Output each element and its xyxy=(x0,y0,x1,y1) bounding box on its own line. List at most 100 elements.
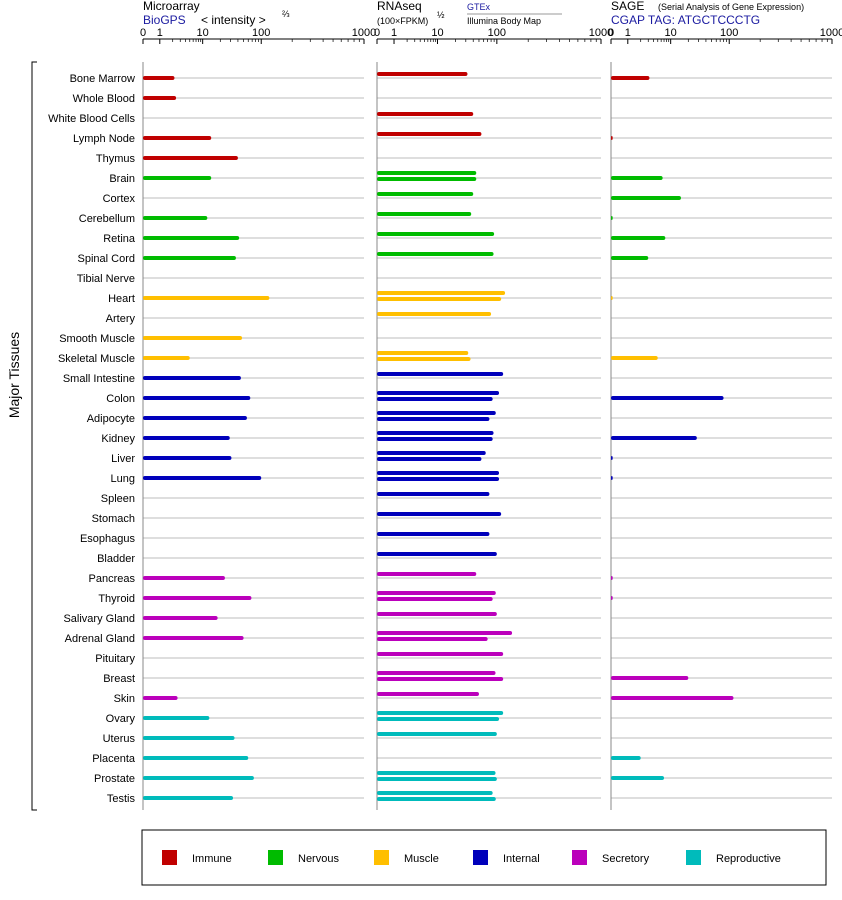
bar xyxy=(143,696,178,700)
tissue-label: Whole Blood xyxy=(73,93,135,105)
tissue-label: Thymus xyxy=(96,153,136,165)
bar xyxy=(377,512,502,516)
tissue-label: Bone Marrow xyxy=(70,73,135,85)
legend-swatch xyxy=(268,850,283,865)
bar xyxy=(611,236,666,240)
tissue-label: Placenta xyxy=(92,753,136,765)
legend-label: Internal xyxy=(503,853,540,865)
bar xyxy=(611,76,650,80)
x-tick-label: 100 xyxy=(488,27,506,39)
x-tick-label: 0 xyxy=(140,27,146,39)
tissue-label: Thyroid xyxy=(98,593,135,605)
tissue-label: Cerebellum xyxy=(79,213,135,225)
bar xyxy=(143,436,230,440)
bar xyxy=(143,776,254,780)
panel-header-sage: SAGE (Serial Analysis of Gene Expression… xyxy=(611,0,804,27)
bar xyxy=(377,391,500,395)
x-tick-label: 0 xyxy=(608,27,614,39)
tissue-label: Esophagus xyxy=(80,533,136,545)
microarray-subtitle: BioGPS xyxy=(143,13,186,27)
tissue-label: Pancreas xyxy=(89,573,136,585)
x-tick-label: 100 xyxy=(720,27,738,39)
bar xyxy=(611,756,641,760)
microarray-title: Microarray xyxy=(143,0,200,13)
tissue-label: Smooth Muscle xyxy=(59,333,135,345)
bar xyxy=(377,732,497,736)
tissue-label: Retina xyxy=(103,233,136,245)
bar xyxy=(377,297,502,301)
bar xyxy=(143,616,218,620)
bar xyxy=(143,596,252,600)
bar xyxy=(143,636,244,640)
tissue-label: Liver xyxy=(111,453,135,465)
bar xyxy=(377,417,490,421)
tissue-label: Prostate xyxy=(94,773,135,785)
bar xyxy=(143,376,241,380)
rnaseq-source-illumina: Illumina Body Map xyxy=(467,16,541,26)
tissue-label: Ovary xyxy=(106,713,136,725)
bar xyxy=(377,437,493,441)
x-tick-label: 0 xyxy=(374,27,380,39)
bar xyxy=(377,477,500,481)
bar xyxy=(611,476,613,480)
bar xyxy=(377,431,494,435)
bar xyxy=(143,336,243,340)
bar xyxy=(143,96,177,100)
x-tick-label: 10 xyxy=(431,27,443,39)
bar xyxy=(377,192,474,196)
tissue-label: Testis xyxy=(107,793,136,805)
panel-header-microarray: Microarray BioGPS < intensity > ⅔ xyxy=(143,0,290,27)
tissue-label: Spinal Cord xyxy=(78,253,135,265)
x-tick-label: 1 xyxy=(625,27,631,39)
tissue-label: Stomach xyxy=(92,513,135,525)
bar xyxy=(377,212,472,216)
bar xyxy=(377,232,495,236)
legend: Immune Nervous Muscle Internal Secretory Repr… xyxy=(162,850,781,865)
bar xyxy=(611,196,681,200)
bar xyxy=(377,397,493,401)
tissue-label: Salivary Gland xyxy=(63,613,135,625)
legend-label: Immune xyxy=(192,853,232,865)
x-tick-label: 1000 xyxy=(589,27,613,39)
legend-swatch xyxy=(473,850,488,865)
tissue-label: Adipocyte xyxy=(87,413,135,425)
plot-area: Bone Marrow Whole Blood White Blood Cells L… xyxy=(48,27,842,810)
x-tick-label: 100 xyxy=(252,27,270,39)
tissue-label: Bladder xyxy=(97,553,135,565)
rnaseq-subtitle-sup: ½ xyxy=(437,10,445,20)
bar xyxy=(611,216,613,220)
bar xyxy=(377,357,471,361)
bar xyxy=(611,456,613,460)
legend-label: Nervous xyxy=(298,853,339,865)
tissue-label: Heart xyxy=(108,293,135,305)
tissue-label: Brain xyxy=(109,173,135,185)
bar xyxy=(377,451,486,455)
bar xyxy=(611,176,663,180)
bar xyxy=(377,771,496,775)
legend-swatch xyxy=(162,850,177,865)
bar xyxy=(611,676,689,680)
bar xyxy=(143,236,240,240)
bar xyxy=(377,711,504,715)
bar xyxy=(377,631,513,635)
bar xyxy=(377,637,488,641)
bar xyxy=(143,176,212,180)
bar xyxy=(143,456,232,460)
sage-title: SAGE xyxy=(611,0,644,13)
x-tick-label: 1 xyxy=(391,27,397,39)
tissue-label: Breast xyxy=(103,673,135,685)
bar xyxy=(143,416,247,420)
bar xyxy=(377,177,477,181)
bar xyxy=(377,791,493,795)
bar xyxy=(377,677,504,681)
bar xyxy=(377,492,490,496)
bar xyxy=(377,291,506,295)
tissue-label: Cortex xyxy=(103,193,136,205)
tissue-label: Tibial Nerve xyxy=(77,273,135,285)
bar xyxy=(377,112,474,116)
x-tick-label: 1000 xyxy=(352,27,376,39)
bar xyxy=(143,216,208,220)
x-tick-label: 10 xyxy=(665,27,677,39)
bar xyxy=(377,597,493,601)
rnaseq-title: RNAseq xyxy=(377,0,422,13)
